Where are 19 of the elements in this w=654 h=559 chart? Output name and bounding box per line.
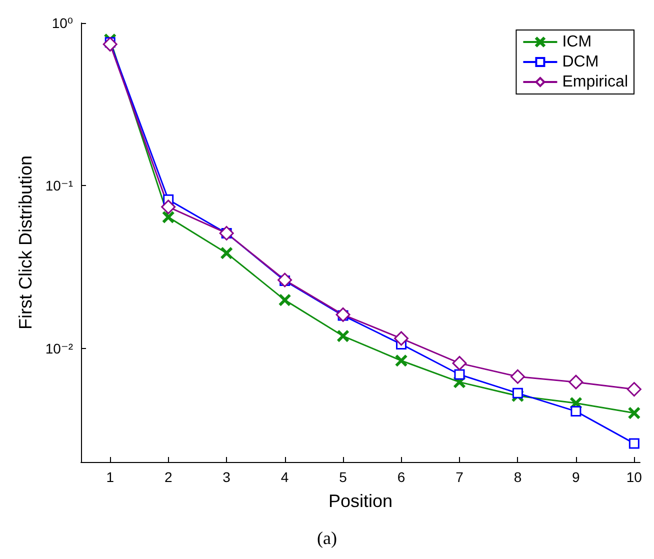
x-tick-label: 1 [106, 469, 114, 485]
x-tick-label: 10 [626, 469, 642, 485]
y-tick-label: 10⁻¹ [45, 178, 74, 194]
legend-label: ICM [562, 34, 592, 50]
legend-label: DCM [562, 54, 599, 70]
x-tick-label: 7 [456, 469, 464, 485]
text: (a) [317, 528, 337, 548]
x-tick-label: 5 [339, 469, 348, 485]
x-tick-label: 4 [280, 469, 289, 485]
legend-label: Empirical [562, 74, 628, 90]
x-tick-label: 8 [514, 469, 522, 485]
x-axis-title: Position [328, 491, 393, 511]
x-tick-label: 9 [572, 469, 580, 485]
x-tick-label: 3 [222, 469, 231, 485]
y-tick-label: 10⁻² [45, 340, 74, 356]
x-tick-label: 2 [164, 469, 172, 485]
y-tick-label: 10⁰ [52, 15, 74, 31]
y-axis-title: First Click Distribution [15, 155, 36, 330]
x-tick-label: 6 [397, 469, 406, 485]
